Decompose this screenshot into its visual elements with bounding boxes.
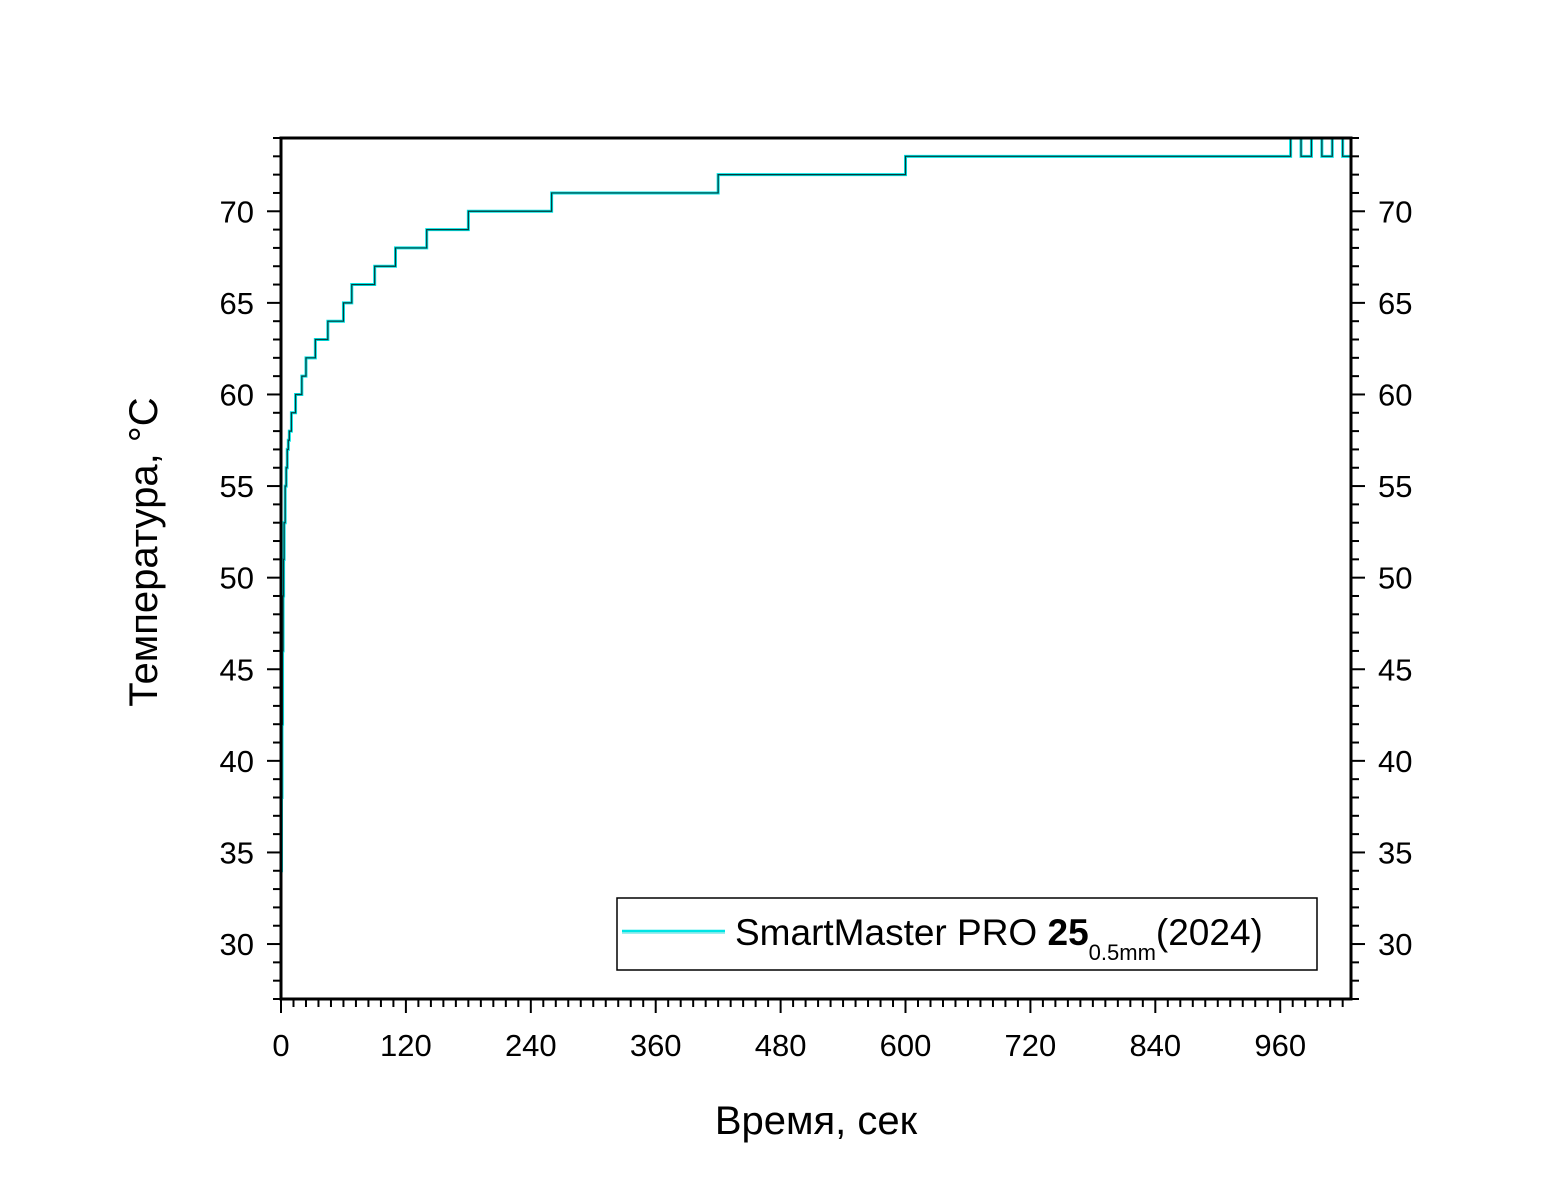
x-tick-label: 840	[1129, 1028, 1181, 1063]
y-right-tick-label: 60	[1378, 377, 1412, 412]
x-tick-label: 480	[755, 1028, 807, 1063]
y-left-tick-label: 55	[220, 469, 254, 504]
legend: SmartMaster PRO 250.5mm(2024)	[617, 898, 1317, 970]
y-right-tick-label: 70	[1378, 194, 1412, 229]
x-tick-label: 120	[380, 1028, 432, 1063]
x-tick-label: 720	[1005, 1028, 1057, 1063]
x-tick-label: 360	[630, 1028, 682, 1063]
x-tick-label: 960	[1254, 1028, 1306, 1063]
y-left-tick-label: 45	[220, 652, 254, 687]
x-tick-label: 240	[505, 1028, 557, 1063]
legend-text-sub: 0.5mm	[1089, 940, 1156, 965]
legend-text-tail: (2024)	[1156, 912, 1263, 953]
legend-text-main: SmartMaster PRO	[735, 912, 1048, 953]
y-left-tick-label: 30	[220, 927, 254, 962]
y-right-tick-label: 55	[1378, 469, 1412, 504]
y-right-tick-label: 50	[1378, 561, 1412, 596]
x-axis-title: Время, сек	[715, 1099, 918, 1143]
y-right-tick-label: 65	[1378, 286, 1412, 321]
legend-text-bold: 25	[1048, 912, 1089, 953]
y-axis-title: Температура, °C	[122, 397, 166, 706]
y-left-tick-label: 60	[220, 377, 254, 412]
y-left-tick-label: 65	[220, 286, 254, 321]
y-left-tick-label: 35	[220, 835, 254, 870]
x-tick-label: 0	[272, 1028, 289, 1063]
y-left-tick-label: 40	[220, 744, 254, 779]
y-right-tick-label: 40	[1378, 744, 1412, 779]
y-right-tick-label: 45	[1378, 652, 1412, 687]
x-tick-label: 600	[880, 1028, 932, 1063]
y-left-tick-label: 70	[220, 194, 254, 229]
y-left-tick-label: 50	[220, 561, 254, 596]
y-right-tick-label: 30	[1378, 927, 1412, 962]
y-right-tick-label: 35	[1378, 835, 1412, 870]
